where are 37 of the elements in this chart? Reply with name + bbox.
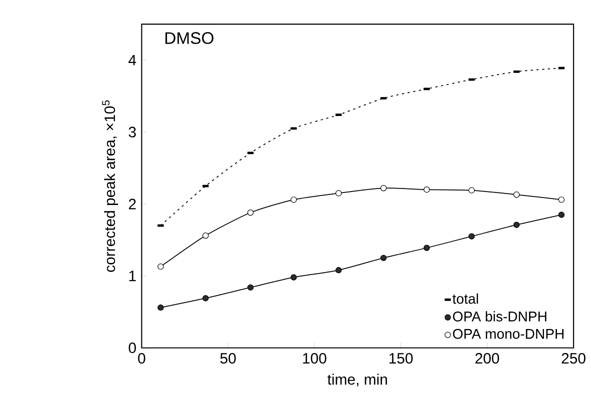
point: [290, 196, 297, 203]
y-tick-label: 3: [128, 126, 136, 138]
point: [247, 284, 254, 290]
legend-label: total: [452, 293, 478, 304]
point: [335, 266, 342, 274]
x-tick-label: 50: [220, 352, 236, 364]
point: [513, 191, 520, 198]
chart-title: DMSO: [165, 32, 214, 44]
point: [468, 187, 475, 194]
point: [558, 196, 565, 203]
y-axis-title: corrected peak area, ×10$^{5}$: [102, 100, 118, 272]
x-tick-label: 0: [138, 352, 146, 364]
point: [335, 190, 342, 196]
y-tick-label: 0: [128, 342, 136, 354]
x-tick-label: 200: [475, 352, 500, 364]
y-tick-label: 1: [129, 270, 136, 281]
point: [158, 263, 164, 270]
x-tick-label: 250: [562, 352, 586, 364]
point: [202, 232, 209, 239]
point: [202, 295, 209, 302]
legend-label: OPA mono-DNPH: [452, 328, 564, 339]
point: [158, 304, 164, 311]
y-tick-label: 4: [128, 54, 136, 66]
point: [424, 186, 430, 193]
point: [513, 222, 520, 228]
point: [468, 233, 475, 240]
point: [380, 184, 387, 192]
point: [558, 212, 565, 218]
x-axis-title: time, min: [328, 374, 387, 386]
x-tick-label: 150: [389, 352, 413, 364]
point: [247, 209, 254, 216]
x-tick-label: 100: [303, 352, 326, 364]
legend-label: OPA bis-DNPH: [452, 311, 546, 322]
point: [424, 244, 430, 251]
point: [380, 254, 387, 261]
y-tick-label: 2: [128, 198, 136, 210]
point: [290, 274, 297, 280]
